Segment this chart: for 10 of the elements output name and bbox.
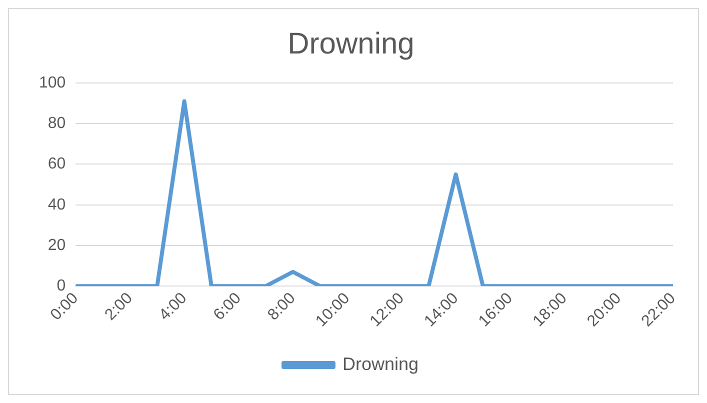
- x-tick-label: 6:00: [210, 290, 245, 324]
- y-tick-label: 40: [48, 196, 66, 214]
- x-tick-label: 8:00: [264, 290, 299, 324]
- y-tick-label: 80: [48, 115, 66, 132]
- y-tick-label: 20: [48, 236, 66, 254]
- legend-label: Drowning: [342, 354, 419, 374]
- x-tick-label: 4:00: [156, 290, 190, 324]
- y-tick-label: 60: [48, 156, 66, 173]
- chart-title: Drowning: [288, 27, 414, 60]
- y-tick-label: 100: [38, 74, 66, 92]
